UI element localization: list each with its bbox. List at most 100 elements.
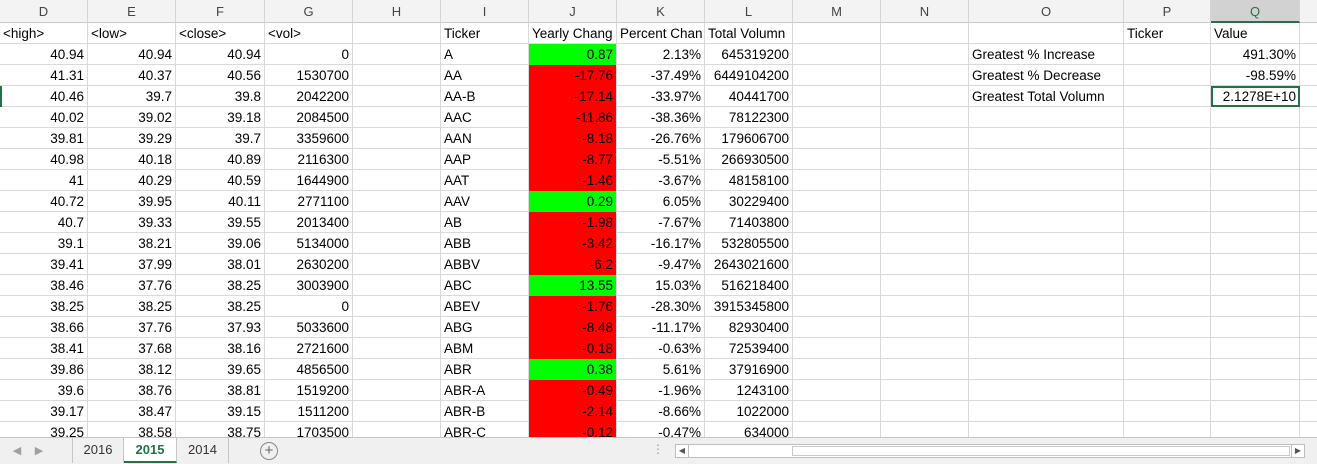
cell-close[interactable]: 38.75 (176, 422, 265, 437)
cell-close[interactable]: 38.25 (176, 296, 265, 317)
cell-percent-change[interactable]: -28.30% (617, 296, 705, 317)
column-header-e[interactable]: E (88, 0, 176, 23)
cell-yearly-change[interactable]: 13.55 (529, 275, 617, 296)
cell-m[interactable] (793, 86, 881, 107)
cell-close[interactable]: 40.59 (176, 170, 265, 191)
cell-yearly-change[interactable]: 0.29 (529, 191, 617, 212)
cell-high[interactable]: 39.25 (0, 422, 88, 437)
cell-o[interactable] (969, 233, 1124, 254)
cell-vol[interactable]: 1703500 (265, 422, 353, 437)
header-vol[interactable]: <vol> (265, 23, 353, 44)
cell-vol[interactable]: 2116300 (265, 149, 353, 170)
column-header-n[interactable]: N (881, 0, 969, 23)
cell-percent-change[interactable]: -26.76% (617, 128, 705, 149)
cell-o[interactable] (969, 191, 1124, 212)
cell-high[interactable]: 38.66 (0, 317, 88, 338)
cell-p[interactable] (1124, 149, 1211, 170)
cell-h-header[interactable] (353, 23, 441, 44)
column-header-i[interactable]: I (441, 0, 529, 23)
sheet-tab-2016[interactable]: 2016 (72, 438, 124, 463)
cell-vol[interactable]: 0 (265, 296, 353, 317)
cell-ticker[interactable]: ABR (441, 359, 529, 380)
cell-low[interactable]: 38.47 (88, 401, 176, 422)
cell-n[interactable] (881, 170, 969, 191)
cell-high[interactable]: 40.72 (0, 191, 88, 212)
header-low[interactable]: <low> (88, 23, 176, 44)
tab-split-handle[interactable]: ⋮ (652, 442, 664, 456)
cell-percent-change[interactable]: -37.49% (617, 65, 705, 86)
cell-o[interactable] (969, 317, 1124, 338)
cell-percent-change[interactable]: -1.96% (617, 380, 705, 401)
cell-q[interactable] (1211, 380, 1300, 401)
cell-vol[interactable]: 2013400 (265, 212, 353, 233)
cell-total-volume[interactable]: 645319200 (705, 44, 793, 65)
cell-close[interactable]: 40.94 (176, 44, 265, 65)
cell-yearly-change[interactable]: -17.14 (529, 86, 617, 107)
cell-q[interactable] (1211, 149, 1300, 170)
cell-h[interactable] (353, 170, 441, 191)
horizontal-scrollbar[interactable]: ◀ ▶ (675, 444, 1305, 458)
cell-m-header[interactable] (793, 23, 881, 44)
cell-total-volume[interactable]: 37916900 (705, 359, 793, 380)
cell-n[interactable] (881, 254, 969, 275)
cell-total-volume[interactable]: 3915345800 (705, 296, 793, 317)
cell-p[interactable] (1124, 380, 1211, 401)
cell-q[interactable] (1211, 275, 1300, 296)
cell-percent-change[interactable]: -0.63% (617, 338, 705, 359)
cell-close[interactable]: 40.56 (176, 65, 265, 86)
cell-p[interactable] (1124, 275, 1211, 296)
cell-percent-change[interactable]: -9.47% (617, 254, 705, 275)
cell-n[interactable] (881, 191, 969, 212)
cell-close[interactable]: 38.25 (176, 275, 265, 296)
column-header-f[interactable]: F (176, 0, 265, 23)
sheet-tab-2015[interactable]: 2015 (124, 438, 177, 463)
cell-low[interactable]: 40.29 (88, 170, 176, 191)
cell-ticker[interactable]: AAV (441, 191, 529, 212)
cell-q[interactable] (1211, 254, 1300, 275)
cell-total-volume[interactable]: 516218400 (705, 275, 793, 296)
cell-high[interactable]: 38.46 (0, 275, 88, 296)
cell-yearly-change[interactable]: -17.76 (529, 65, 617, 86)
cell-n[interactable] (881, 401, 969, 422)
plus-circle-icon[interactable]: + (260, 442, 278, 460)
cell-ticker[interactable]: AAP (441, 149, 529, 170)
scroll-tabs-right-icon[interactable]: ▶ (34, 445, 44, 457)
cell-percent-change[interactable]: -33.97% (617, 86, 705, 107)
cell-n[interactable] (881, 107, 969, 128)
cell-ticker[interactable]: ABB (441, 233, 529, 254)
cell-ticker[interactable]: AAC (441, 107, 529, 128)
cell-n[interactable] (881, 296, 969, 317)
cell-p[interactable] (1124, 233, 1211, 254)
cell-q[interactable] (1211, 401, 1300, 422)
cell-low[interactable]: 37.76 (88, 317, 176, 338)
cell-close[interactable]: 39.65 (176, 359, 265, 380)
cell-m[interactable] (793, 254, 881, 275)
cell-m[interactable] (793, 233, 881, 254)
cell-close[interactable]: 40.89 (176, 149, 265, 170)
cell-h[interactable] (353, 44, 441, 65)
cell-total-volume[interactable]: 78122300 (705, 107, 793, 128)
cell-high[interactable]: 38.41 (0, 338, 88, 359)
cell-low[interactable]: 38.58 (88, 422, 176, 437)
cell-m[interactable] (793, 44, 881, 65)
cell-ticker[interactable]: ABR-B (441, 401, 529, 422)
cell-yearly-change[interactable]: -1.76 (529, 296, 617, 317)
cell-percent-change[interactable]: -8.66% (617, 401, 705, 422)
cell-h[interactable] (353, 338, 441, 359)
cell-o[interactable] (969, 170, 1124, 191)
cell-o[interactable] (969, 401, 1124, 422)
cell-total-volume[interactable]: 266930500 (705, 149, 793, 170)
cell-h[interactable] (353, 317, 441, 338)
cell-n[interactable] (881, 86, 969, 107)
cell-p[interactable] (1124, 170, 1211, 191)
cell-h[interactable] (353, 191, 441, 212)
cell-percent-change[interactable]: 15.03% (617, 275, 705, 296)
cell-low[interactable]: 40.37 (88, 65, 176, 86)
cell-vol[interactable]: 5134000 (265, 233, 353, 254)
cell-ticker[interactable]: ABM (441, 338, 529, 359)
column-header-k[interactable]: K (617, 0, 705, 23)
cell-p[interactable] (1124, 296, 1211, 317)
cell-close[interactable]: 39.15 (176, 401, 265, 422)
cell-total-volume[interactable]: 1243100 (705, 380, 793, 401)
cell-close[interactable]: 39.7 (176, 128, 265, 149)
